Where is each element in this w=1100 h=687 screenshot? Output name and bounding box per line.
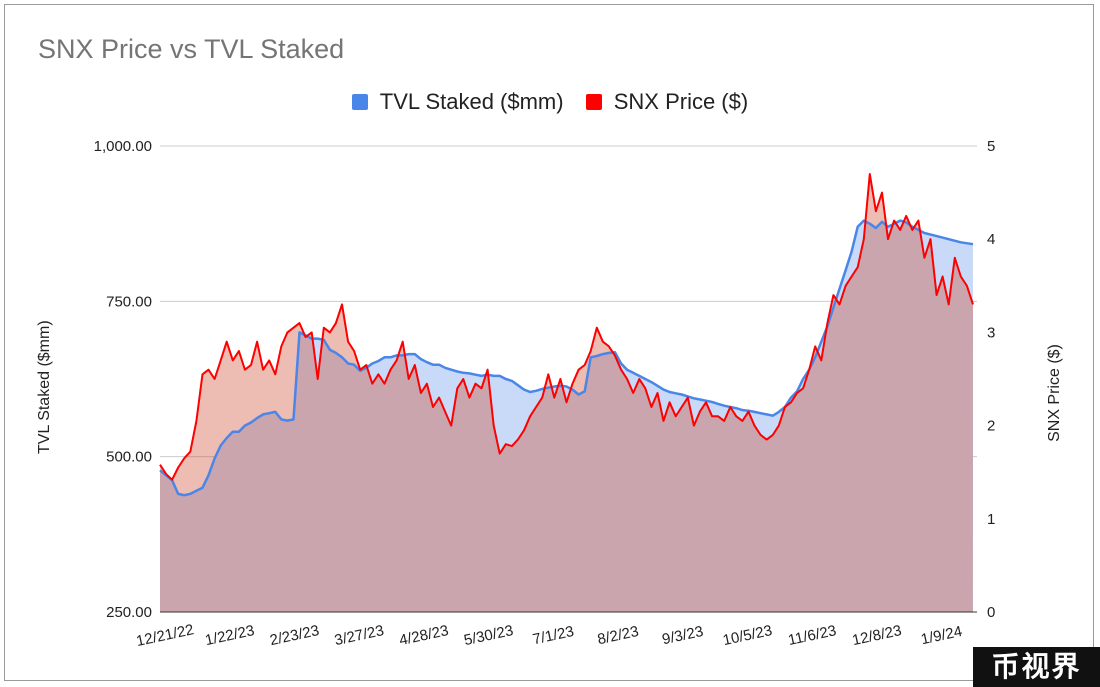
x-tick-label: 5/30/23 [462,622,514,649]
legend-swatch-snx [585,94,602,110]
x-tick-label: 12/8/23 [851,622,903,649]
y-right-tick-label: 5 [987,138,995,155]
y-left-tick-label: 1,000.00 [94,138,152,155]
x-tick-label: 12/21/22 [135,621,196,650]
y-right-tick-label: 1 [987,511,995,528]
x-tick-label: 1/9/24 [919,623,963,648]
legend-label-snx: SNX Price ($) [613,89,749,114]
y-right-tick-label: 0 [987,604,995,621]
y-right-tick-label: 2 [987,418,995,435]
y-left-tick-label: 500.00 [106,449,152,466]
line-snx-price [159,173,974,481]
legend-label-tvl: TVL Staked ($mm) [379,89,564,114]
y-right-tick-label: 4 [987,231,995,248]
legend-swatch-tvl [351,94,368,110]
area-snx-price [160,174,973,612]
area-tvl-staked [160,220,973,612]
legend-item-tvl[interactable]: TVL Staked ($mm) [351,89,564,115]
x-tick-label: 7/1/23 [531,623,575,648]
x-tick-label: 8/2/23 [596,623,640,648]
x-tick-label: 11/6/23 [786,622,837,649]
legend-item-snx[interactable]: SNX Price ($) [585,89,749,115]
x-tick-label: 3/27/23 [333,622,385,649]
y-left-tick-label: 250.00 [106,604,152,621]
x-tick-label: 1/22/23 [204,622,256,649]
watermark-logo: 币视界 [973,647,1100,687]
y-left-tick-label: 750.00 [106,293,152,310]
chart-title: SNX Price vs TVL Staked [38,34,345,64]
x-tick-label: 2/23/23 [268,622,320,649]
x-tick-label: 9/3/23 [661,623,705,648]
y-right-tick-label: 3 [987,324,995,341]
x-tick-label: 10/5/23 [721,622,773,649]
legend: TVL Staked ($mm) SNX Price ($) [0,89,1100,116]
x-tick-label: 4/28/23 [398,622,450,649]
